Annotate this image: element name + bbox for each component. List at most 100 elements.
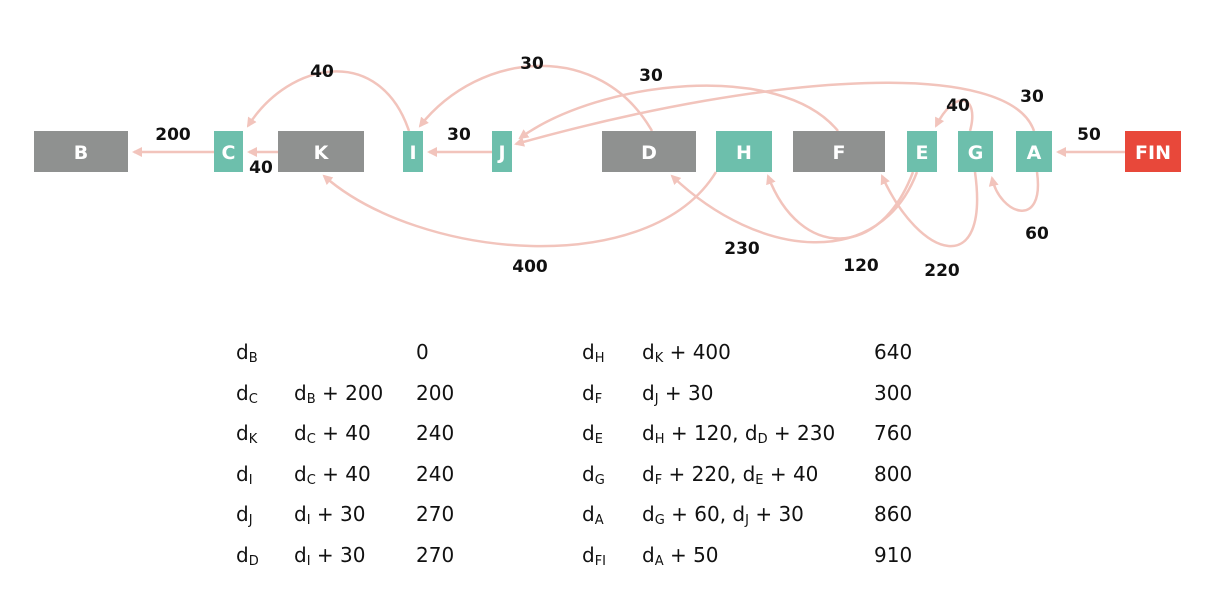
distance-value: 800 (874, 461, 913, 486)
distance-table-left: dB 0 dC dB + 200 200 dK dC + 40 240 dI dC + 40 240… (236, 340, 496, 580)
variable-k: dK (236, 421, 258, 447)
variable-j: dJ (236, 502, 253, 528)
variable-f: dF (582, 380, 603, 407)
distance-variable: dF (582, 381, 602, 407)
node-i: I (403, 131, 423, 172)
node-label-g: G (968, 142, 984, 164)
distance-expression: dI + 30 (294, 542, 366, 569)
variable-fi: dFI (582, 542, 607, 569)
critical-path-diagram: B C K I J D H F E G A FIN 200 40 40 30 30 30 400 230 120 220… (34, 54, 1181, 281)
node-box-a (1016, 131, 1052, 172)
distance-variable: dC (236, 381, 258, 407)
expr-term-e: dE (742, 461, 764, 488)
node-h: H (716, 131, 772, 172)
edge-weight-e-h: 120 (843, 256, 879, 276)
edge-weight-g-e: 40 (946, 96, 970, 116)
variable-c: dC (236, 380, 258, 407)
edge-a-to-j (514, 81, 1036, 147)
node-label-e: E (916, 142, 929, 164)
expr-term-i: dI (294, 542, 311, 569)
expr-term-b: dB (294, 380, 316, 407)
edge-d-to-i (418, 64, 654, 132)
node-label-c: C (222, 142, 236, 164)
edge-a-to-g (988, 171, 1040, 212)
edge-weight-j-i: 30 (447, 125, 471, 145)
node-box-i (403, 131, 423, 172)
edge-weight-a-g: 60 (1025, 224, 1049, 244)
expr-term-k: dK (642, 340, 664, 366)
distance-value: 0 (416, 340, 429, 364)
edge-weight-c-b: 200 (155, 125, 191, 145)
distance-expression: dC + 40 (294, 421, 371, 447)
node-d: D (602, 131, 696, 172)
node-box-d (602, 131, 696, 172)
node-box-f (793, 131, 885, 172)
node-f: F (793, 131, 885, 172)
edge-g-to-e (934, 99, 974, 132)
distance-value: 760 (874, 421, 913, 445)
edge-g-to-f (880, 171, 979, 248)
expr-term-c: dC (294, 461, 316, 488)
distance-value: 200 (416, 380, 455, 405)
node-box-fin (1125, 131, 1181, 172)
distance-value: 270 (416, 502, 455, 526)
distance-variable: dA (582, 502, 604, 528)
edges-layer (132, 64, 1125, 248)
edge-f-to-j (518, 84, 839, 140)
node-c: C (214, 131, 243, 172)
distance-value: 240 (416, 461, 455, 486)
distance-variable: dB (236, 340, 258, 366)
edge-weight-i-c: 40 (310, 62, 334, 82)
expr-term-j: dJ (642, 380, 659, 407)
node-label-f: F (833, 142, 846, 164)
node-label-fin: FIN (1135, 142, 1171, 164)
distance-variable: dK (236, 421, 257, 447)
distance-variable: dE (582, 421, 603, 447)
variable-i: dI (236, 461, 253, 488)
node-label-b: B (74, 142, 88, 164)
edge-h-to-k (322, 171, 718, 248)
edge-weight-d-i: 30 (520, 54, 544, 74)
distance-value: 640 (874, 340, 913, 364)
distance-variable: dI (236, 462, 253, 488)
node-fin: FIN (1125, 131, 1181, 172)
variable-a: dA (582, 502, 604, 528)
expr-term-j: dJ (732, 502, 749, 528)
expr-term-a: dA (642, 542, 664, 569)
edge-weight-h-k: 400 (512, 257, 548, 277)
distance-expression: dK + 400 (642, 340, 731, 366)
node-label-k: K (314, 142, 330, 164)
expr-term-i: dI (294, 502, 311, 528)
distance-table-right: dH dK + 400 640 dF dJ + 30 300 dE dH + 120, dD … (582, 340, 942, 580)
nodes-layer: B C K I J D H F E G A FIN (34, 131, 1181, 172)
node-box-c (214, 131, 243, 172)
expr-term-c: dC (294, 421, 316, 447)
node-box-h (716, 131, 772, 172)
edge-e-to-h (766, 171, 915, 240)
node-box-e (907, 131, 937, 172)
variable-h: dH (582, 340, 605, 366)
node-box-j (492, 131, 512, 172)
node-b: B (34, 131, 128, 172)
expr-term-d: dD (744, 421, 768, 447)
node-box-k (278, 131, 364, 172)
distance-value: 860 (874, 502, 913, 526)
distance-expression: dI + 30 (294, 502, 366, 528)
distance-value: 270 (416, 542, 455, 567)
node-e: E (907, 131, 937, 172)
distance-expression: dH + 120, dD + 230 (642, 421, 836, 447)
edge-weight-e-d: 230 (724, 239, 760, 259)
distance-variable: dG (582, 462, 605, 488)
node-a: A (1016, 131, 1052, 172)
edge-weight-fin-a: 50 (1077, 125, 1101, 145)
distance-value: 300 (874, 380, 913, 405)
node-label-j: J (496, 142, 505, 164)
edge-weight-f-j: 30 (639, 66, 663, 86)
distance-value: 910 (874, 542, 913, 567)
node-j: J (492, 131, 512, 172)
node-box-g (958, 131, 993, 172)
distance-expression: dF + 220, dE + 40 (642, 461, 819, 488)
distance-expression: dC + 40 (294, 461, 371, 488)
node-g: G (958, 131, 993, 172)
distance-variable: dJ (236, 502, 253, 528)
